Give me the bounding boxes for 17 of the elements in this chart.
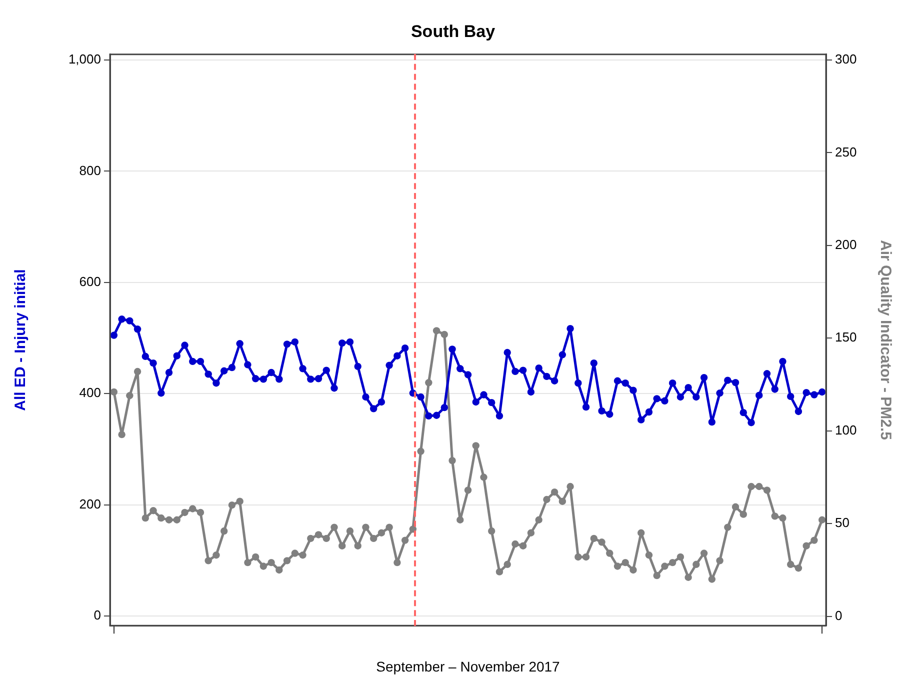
y-axis-title: All ED - Injury initial (12, 269, 30, 411)
y2-tick-label: 300 (835, 52, 857, 67)
y2-tick-label: 150 (835, 330, 857, 345)
x-axis-title: September – November 2017 (376, 658, 560, 674)
y-tick-label: 800 (79, 162, 101, 178)
y2-tick-label: 0 (835, 608, 842, 623)
y2-tick-label: 100 (835, 422, 857, 438)
y2-axis-title: Air Quality Indicator - PM2.5 (876, 240, 894, 440)
y-tick-label: 1,000 (68, 52, 101, 67)
y-tick-label: 600 (79, 274, 101, 290)
y2-tick-label: 50 (835, 515, 850, 530)
y-tick-label: 200 (79, 496, 101, 512)
y2-tick-label: 250 (835, 144, 857, 160)
y-tick-label: 0 (94, 608, 101, 623)
y2-tick-label: 200 (835, 236, 857, 252)
chart-title: South Bay (410, 22, 496, 41)
y-tick-label: 400 (79, 385, 101, 400)
